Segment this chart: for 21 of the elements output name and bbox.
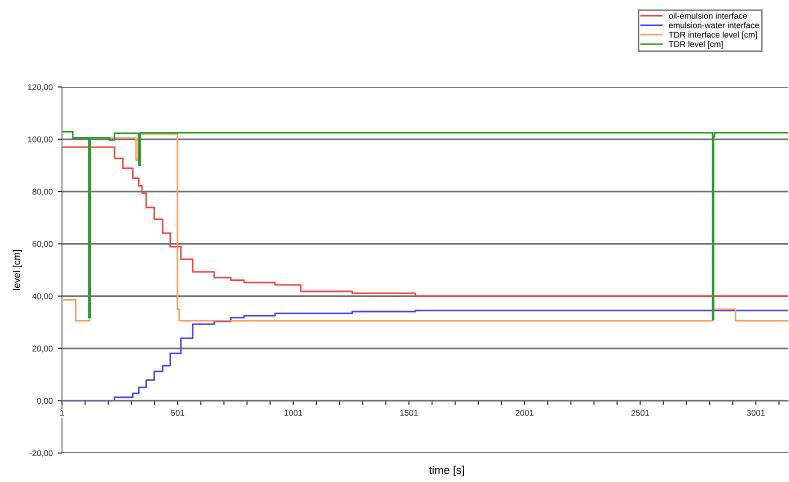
x-tick-label: 1 [60, 410, 64, 416]
x-tick-label: 501 [171, 410, 184, 416]
legend-label: emulsion-water interface [668, 22, 759, 28]
x-tick-label: 3001 [746, 410, 765, 416]
legend-label: oil-emulsion interface [668, 12, 747, 19]
y-tick-label: -20,00 [30, 450, 53, 458]
x-tick-label: 1001 [284, 410, 302, 416]
y-tick-label: 40,00 [32, 293, 53, 300]
y-tick-label: 0,00 [37, 398, 53, 405]
y-axis-title: level [cm] [12, 250, 22, 290]
y-tick-label: 100,00 [28, 136, 53, 144]
x-axis-title: time [s] [429, 466, 464, 476]
legend-label: TDR level [cm] [668, 40, 723, 49]
y-tick-label: 60,00 [32, 241, 53, 248]
y-tick-label: 20,00 [32, 346, 53, 353]
legend-label: TDR interface level [cm] [668, 32, 757, 40]
y-tick-label: 80,00 [32, 188, 53, 196]
x-tick-label: 2501 [631, 410, 650, 416]
x-tick-label: 1501 [400, 410, 418, 416]
x-tick-label: 2001 [516, 410, 534, 416]
y-tick-label: 120,00 [28, 84, 53, 92]
